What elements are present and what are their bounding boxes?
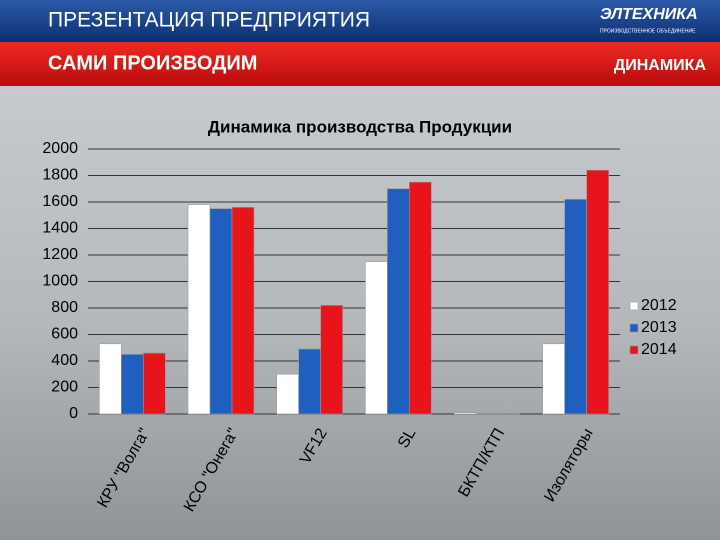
- y-tick-label: 0: [69, 405, 78, 422]
- bar: [143, 352, 166, 415]
- bar: [231, 207, 255, 415]
- section-title: САМИ ПРОИЗВОДИМ: [48, 52, 257, 74]
- bar: [497, 413, 521, 415]
- y-tick-label: 1400: [42, 220, 78, 237]
- bar: [365, 261, 388, 415]
- y-tick-label: 600: [51, 326, 78, 343]
- y-tick-label: 800: [51, 299, 78, 316]
- bar: [298, 348, 321, 415]
- section-bar: [0, 42, 720, 86]
- y-tick-label: 200: [51, 379, 78, 396]
- logo: ЭЛТЕХНИКА: [600, 6, 698, 23]
- header-title: ПРЕЗЕНТАЦИЯ ПРЕДПРИЯТИЯ: [48, 9, 370, 32]
- y-tick-label: 400: [51, 352, 78, 369]
- y-tick-label: 1200: [42, 246, 78, 263]
- legend-swatch: [629, 323, 639, 333]
- topic: ДИНАМИКА: [614, 57, 707, 74]
- y-tick-label: 1000: [42, 273, 78, 290]
- bar: [453, 412, 477, 415]
- header-bar: [0, 0, 720, 42]
- chart-title: Динамика производства Продукции: [208, 117, 512, 136]
- legend-swatch: [629, 345, 639, 355]
- y-tick-label: 1800: [42, 167, 78, 184]
- bar: [409, 181, 432, 415]
- legend-label: 2014: [641, 341, 677, 358]
- bar: [209, 208, 233, 415]
- legend-label: 2013: [641, 319, 677, 336]
- logo-subtitle: ПРОИЗВОДСТВЕННОЕ ОБЪЕДИНЕНИЕ: [600, 28, 696, 34]
- bar: [187, 204, 211, 415]
- y-tick-label: 1600: [42, 193, 78, 210]
- bar: [320, 305, 343, 415]
- bar: [99, 343, 122, 415]
- legend-swatch: [629, 301, 639, 311]
- bar: [586, 169, 609, 415]
- bar: [387, 188, 410, 415]
- bar: [564, 199, 587, 415]
- bar: [475, 413, 499, 415]
- bar: [542, 343, 565, 415]
- legend-label: 2012: [641, 297, 677, 314]
- bar: [276, 373, 299, 415]
- bar: [121, 354, 144, 415]
- y-tick-label: 2000: [42, 140, 78, 157]
